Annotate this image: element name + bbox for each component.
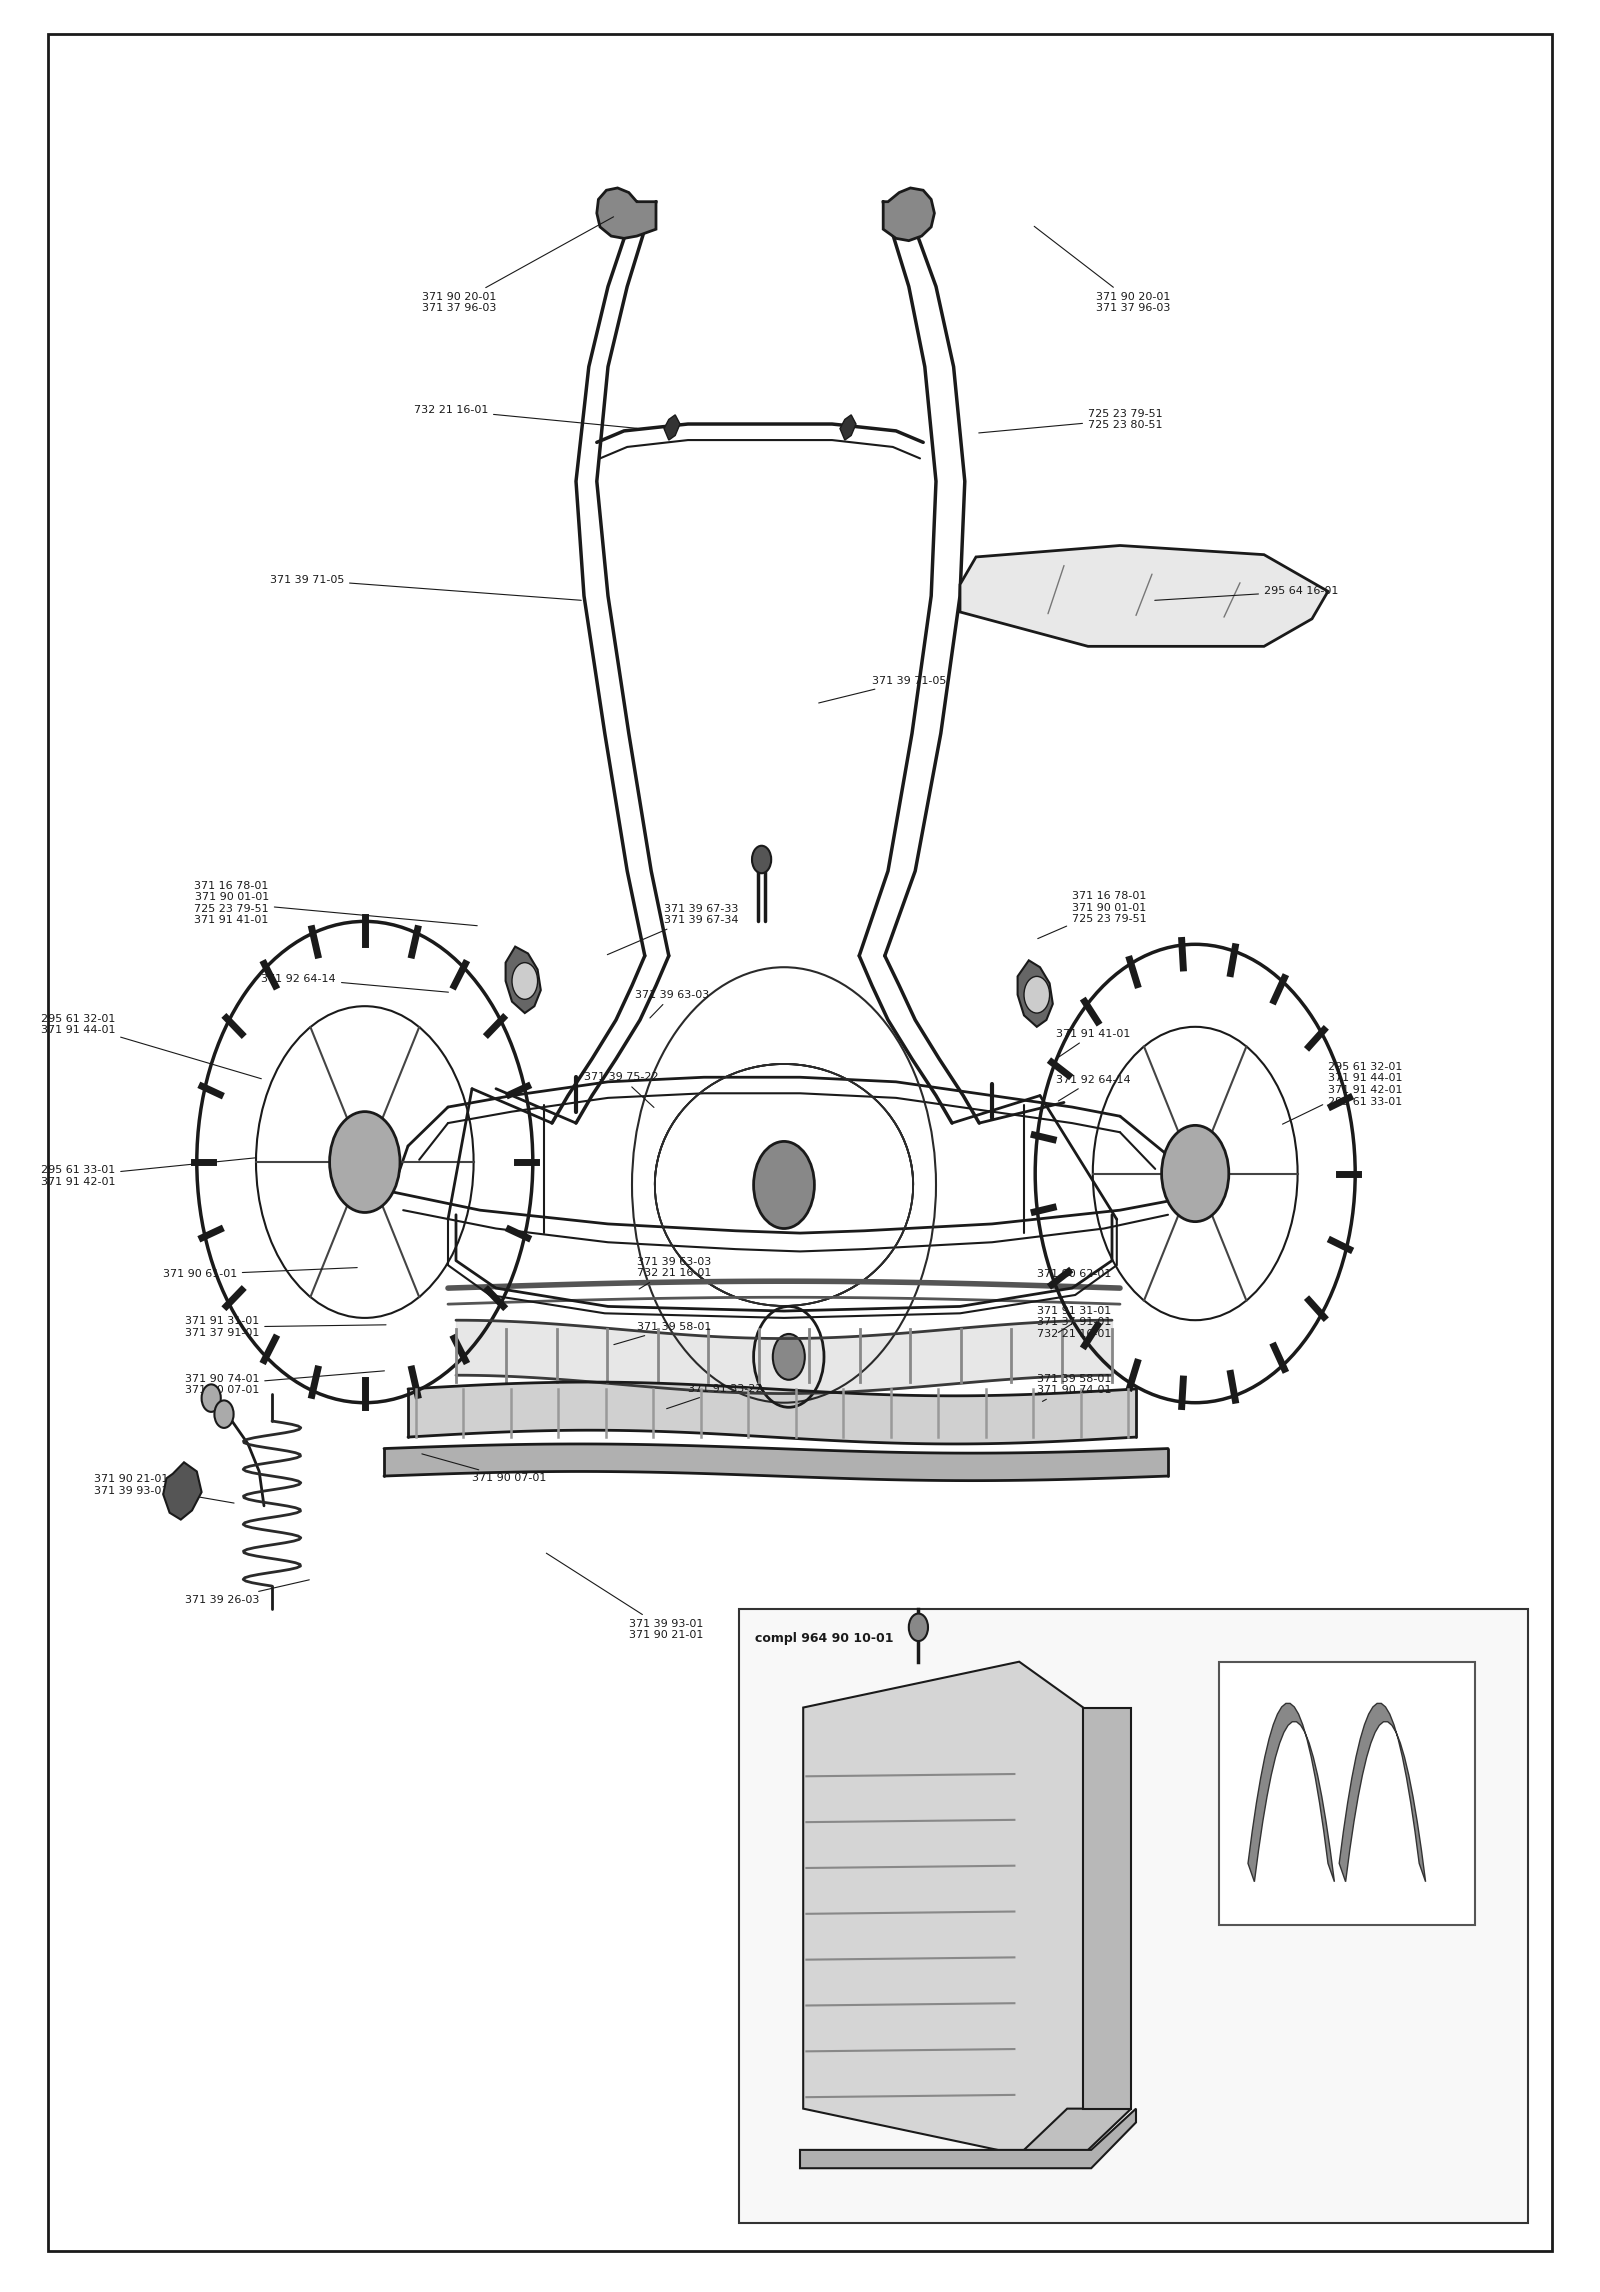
Text: 293 88 82-01: 293 88 82-01 [1222,1799,1323,1811]
Text: 295 64 16-01: 295 64 16-01 [1155,587,1338,601]
Text: 371 90 21-01
371 39 93-01: 371 90 21-01 371 39 93-01 [94,1474,234,1504]
Text: 371 39 67-33
371 39 67-34: 371 39 67-33 371 39 67-34 [608,903,739,956]
Text: 371 91 41-01: 371 91 41-01 [1056,1029,1130,1057]
Circle shape [909,1614,928,1641]
Text: 371 39 63-03
732 21 16-01: 371 39 63-03 732 21 16-01 [637,1256,710,1288]
Polygon shape [664,415,680,440]
Text: 371 92 64-14: 371 92 64-14 [1056,1075,1131,1100]
Polygon shape [960,545,1328,646]
Polygon shape [1339,1703,1426,1882]
Bar [1219,1662,1475,1925]
Polygon shape [1248,1703,1334,1882]
Text: 295 61 32-01
371 91 44-01
371 91 42-01
295 61 33-01: 295 61 32-01 371 91 44-01 371 91 42-01 2… [1283,1061,1403,1123]
Polygon shape [883,188,934,241]
Polygon shape [506,947,541,1013]
Polygon shape [800,2109,1136,2168]
Text: 293 88 76-01*: 293 88 76-01* [1216,2122,1392,2159]
Circle shape [752,846,771,873]
Text: 725 23 79-51
725 23 80-51: 725 23 79-51 725 23 80-51 [979,408,1163,433]
Text: 295 61 32-01
371 91 44-01: 295 61 32-01 371 91 44-01 [40,1013,261,1080]
Text: 371 90 61-01: 371 90 61-01 [163,1267,357,1279]
Polygon shape [1083,1708,1131,2109]
Text: 371 16 78-01
371 90 01-01
725 23 79-51: 371 16 78-01 371 90 01-01 725 23 79-51 [1038,892,1147,940]
Bar [739,1609,1528,2223]
Circle shape [512,963,538,999]
Polygon shape [163,1462,202,1520]
Text: 371 39 71-05: 371 39 71-05 [819,676,946,704]
Circle shape [773,1334,805,1380]
Circle shape [754,1141,814,1229]
Polygon shape [1018,960,1053,1027]
Polygon shape [1019,2109,1131,2154]
Text: 371 90 20-01
371 37 96-03: 371 90 20-01 371 37 96-03 [422,218,613,314]
Text: 371 39 63-03: 371 39 63-03 [635,990,709,1018]
Text: 295 61 33-01
371 91 42-01: 295 61 33-01 371 91 42-01 [40,1157,256,1187]
Text: 371 39 58-01
371 90 74-01: 371 39 58-01 371 90 74-01 [1037,1373,1112,1400]
Polygon shape [840,415,856,440]
Text: 371 39 75-22: 371 39 75-22 [584,1073,659,1107]
Polygon shape [597,188,656,238]
Text: 371 39 26-03: 371 39 26-03 [186,1579,309,1604]
Text: 293 88 79-01: 293 88 79-01 [912,1749,995,1774]
Circle shape [202,1384,221,1412]
Text: 371 90 20-01
371 37 96-03: 371 90 20-01 371 37 96-03 [1034,227,1170,314]
Text: 371 91 33-22: 371 91 33-22 [667,1384,763,1410]
Circle shape [1162,1125,1229,1222]
Polygon shape [803,1662,1083,2154]
Text: 293 88 76-01*: 293 88 76-01* [1216,2122,1392,2159]
Text: 371 39 93-01
371 90 21-01: 371 39 93-01 371 90 21-01 [546,1554,702,1641]
Text: 371 92 64-14: 371 92 64-14 [261,974,448,992]
Text: 371 91 31-01
371 37 91-01: 371 91 31-01 371 37 91-01 [186,1316,386,1339]
Text: 371 90 62-01: 371 90 62-01 [1037,1270,1110,1279]
Circle shape [214,1400,234,1428]
Text: compl 964 90 10-01: compl 964 90 10-01 [755,1632,894,1646]
Text: 371 39 71-05: 371 39 71-05 [270,575,581,601]
Text: 293 88 82-01: 293 88 82-01 [1222,1799,1323,1811]
Text: 732 21 16-01: 732 21 16-01 [414,406,637,429]
Text: 371 39 58-01: 371 39 58-01 [614,1322,710,1345]
Text: 371 90 74-01
371 90 07-01: 371 90 74-01 371 90 07-01 [184,1371,384,1396]
Text: 371 16 78-01
371 90 01-01
725 23 79-51
371 91 41-01: 371 16 78-01 371 90 01-01 725 23 79-51 3… [194,880,477,926]
Circle shape [1024,976,1050,1013]
Circle shape [330,1112,400,1212]
Text: 371 90 07-01: 371 90 07-01 [422,1453,546,1483]
Text: 293 88 79-01: 293 88 79-01 [910,1726,995,1774]
Text: 371 91 31-01
371 37 91-01
732 21 16-01: 371 91 31-01 371 37 91-01 732 21 16-01 [1037,1306,1110,1339]
